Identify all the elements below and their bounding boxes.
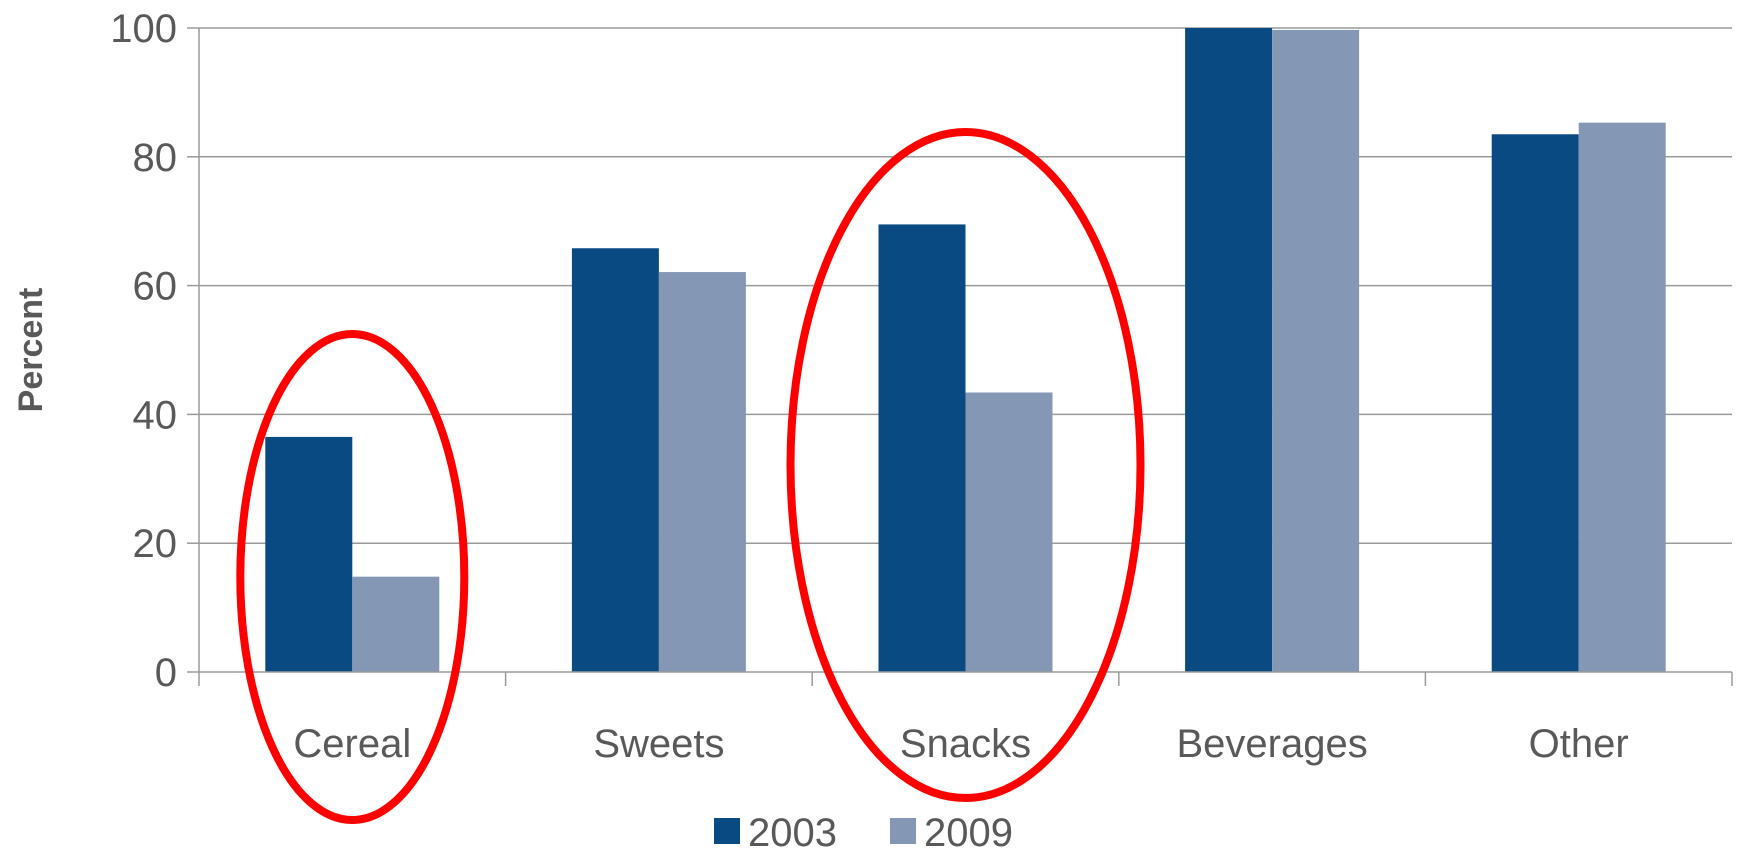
bar-2003-snacks — [878, 224, 966, 673]
bar-2009-snacks — [965, 392, 1053, 672]
x-tick-label: Beverages — [1176, 722, 1367, 766]
bar-2003-cereal — [265, 436, 353, 672]
highlight-ellipse-snacks — [786, 128, 1145, 802]
y-tick-labels: 0 20 40 60 80 100 — [110, 7, 177, 695]
legend-swatch-2009 — [890, 818, 916, 844]
y-tick-label: 0 — [155, 651, 177, 695]
highlight-ellipse-cereal — [236, 330, 469, 824]
legend-label-2003: 2003 — [748, 811, 837, 855]
bar-2009-cereal — [352, 576, 440, 672]
bar-2003-sweets — [571, 248, 659, 673]
x-tick-label: Snacks — [900, 722, 1031, 766]
annotations — [236, 128, 1145, 824]
bar-2009-other — [1578, 122, 1666, 673]
category-labels: Cereal Sweets Snacks Beverages Other — [293, 722, 1628, 766]
y-tick-label: 80 — [133, 136, 178, 180]
x-tick-label: Other — [1529, 722, 1629, 766]
bar-2009-sweets — [658, 272, 746, 672]
y-axis-label: Percent — [12, 288, 50, 413]
bar-2003-beverages — [1185, 28, 1273, 672]
legend-label-2009: 2009 — [924, 811, 1013, 855]
bars — [265, 28, 1666, 673]
y-tick-label: 100 — [110, 7, 177, 51]
bar-2009-beverages — [1272, 29, 1360, 672]
x-tick-label: Sweets — [593, 722, 724, 766]
legend: 2003 2009 — [714, 811, 1013, 855]
x-tick-label: Cereal — [293, 722, 411, 766]
y-tick-label: 60 — [133, 265, 178, 309]
legend-swatch-2003 — [714, 818, 740, 844]
y-tick-label: 40 — [133, 393, 178, 437]
bar-2003-other — [1491, 134, 1579, 672]
y-tick-label: 20 — [133, 522, 178, 566]
